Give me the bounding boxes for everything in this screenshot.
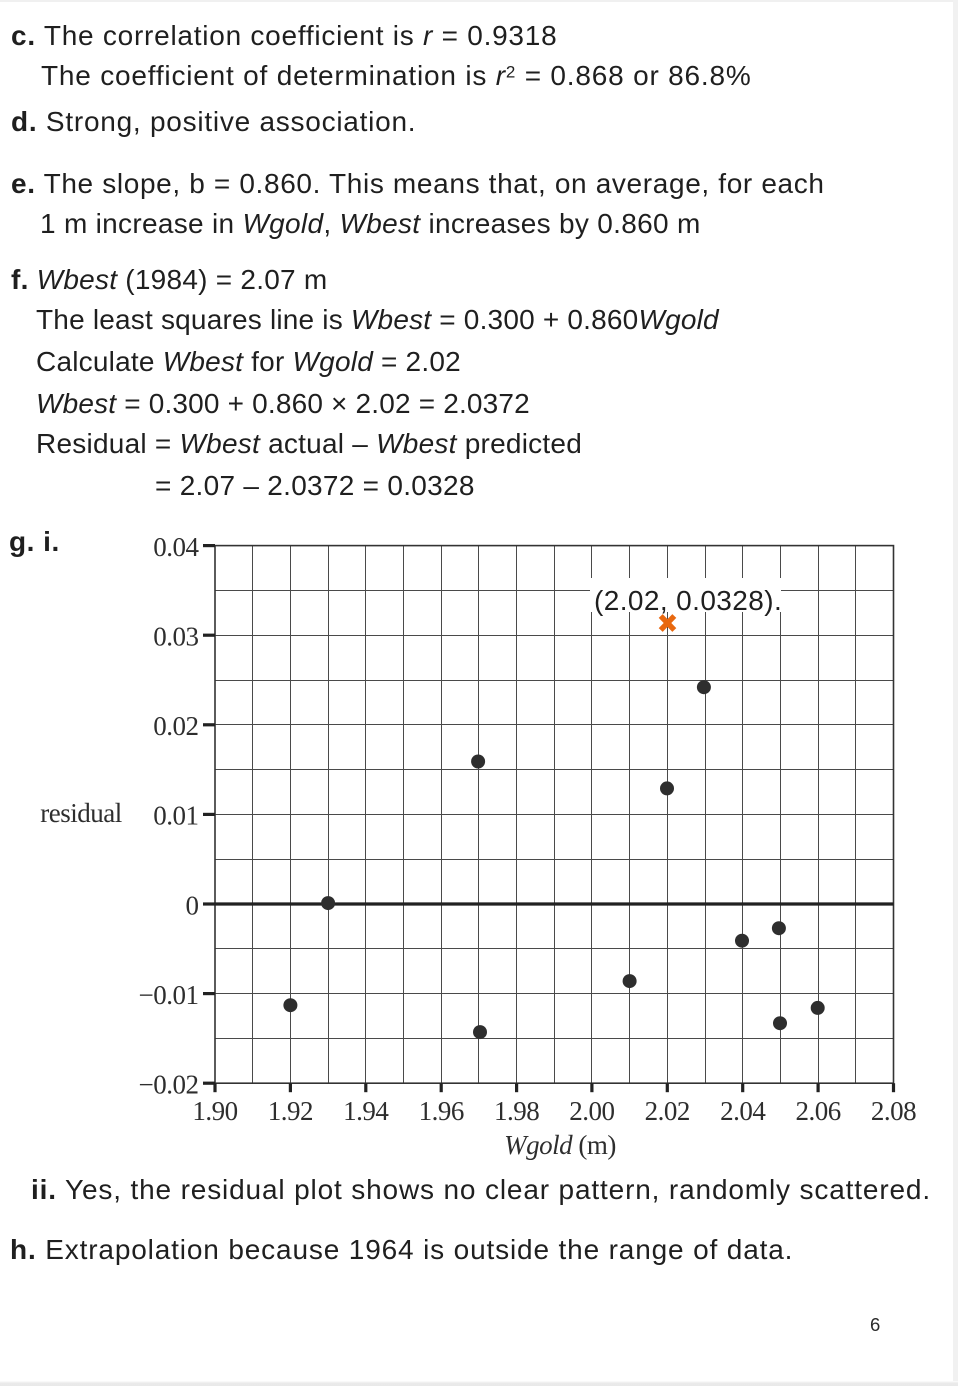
svg-text:1.94: 1.94 [343, 1096, 389, 1126]
svg-text:1.92: 1.92 [268, 1096, 313, 1126]
svg-text:1.96: 1.96 [419, 1096, 464, 1126]
svg-text:2.04: 2.04 [720, 1096, 766, 1126]
svg-text:−0.02: −0.02 [139, 1070, 199, 1100]
svg-text:(2.02, 0.0328).: (2.02, 0.0328). [594, 585, 782, 616]
svg-text:residual: residual [40, 798, 121, 828]
svg-text:−0.01: −0.01 [139, 980, 199, 1010]
svg-text:0.01: 0.01 [153, 801, 198, 831]
svg-text:2.08: 2.08 [871, 1096, 916, 1126]
svg-text:1.98: 1.98 [494, 1096, 539, 1126]
svg-text:1.90: 1.90 [192, 1096, 237, 1126]
svg-text:0.03: 0.03 [153, 622, 198, 652]
svg-text:2.02: 2.02 [645, 1096, 690, 1126]
svg-text:2.00: 2.00 [569, 1096, 614, 1126]
svg-text:0.04: 0.04 [153, 532, 199, 562]
svg-text:0: 0 [186, 890, 199, 920]
svg-text:Wgold (m): Wgold (m) [504, 1130, 616, 1160]
svg-text:0.02: 0.02 [153, 711, 198, 741]
svg-text:2.06: 2.06 [795, 1096, 840, 1126]
